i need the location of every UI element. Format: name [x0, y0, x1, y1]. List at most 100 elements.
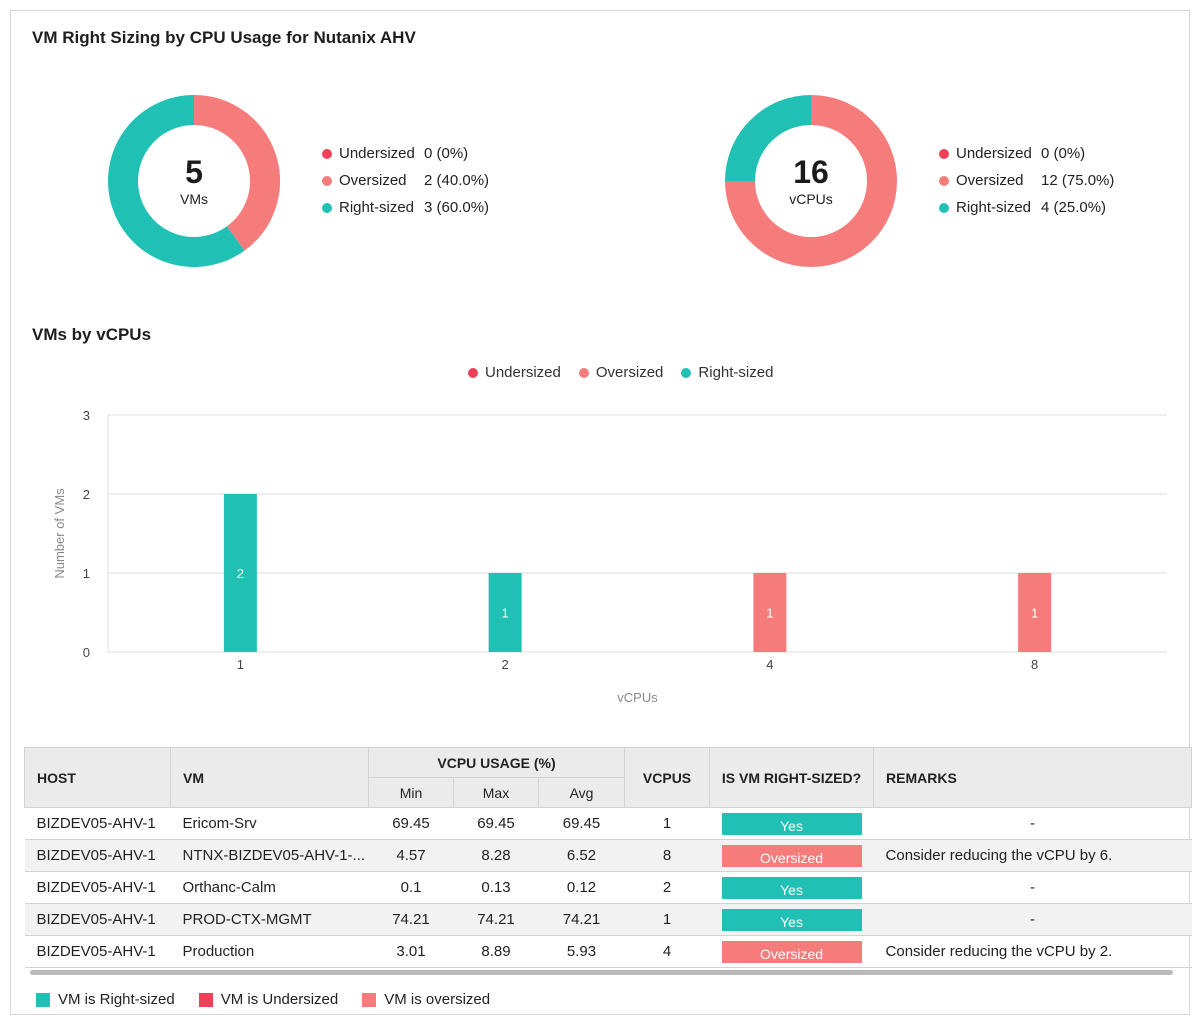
- donut-vcpus: 16 vCPUs: [725, 95, 897, 267]
- legend-value: 0 (0%): [1041, 145, 1086, 162]
- cell-vcpus: 8: [624, 839, 710, 872]
- legend-name: Right-sized: [956, 199, 1032, 216]
- donut-slice-right-sized[interactable]: [725, 95, 812, 182]
- legend-name: Oversized: [956, 172, 1024, 189]
- bar-right-sized-2[interactable]: [488, 573, 522, 652]
- cell-vm: Orthanc-Calm: [170, 871, 369, 904]
- status-badge: Yes: [721, 812, 862, 835]
- table-row: BIZDEV05-AHV-1 Orthanc-Calm 0.1 0.13 0.1…: [24, 871, 1192, 904]
- cell-status: Oversized: [709, 935, 874, 968]
- donut-vcpus-unit: vCPUs: [789, 191, 833, 207]
- undersized-swatch-icon: [198, 992, 213, 1007]
- legend-value: 0 (0%): [424, 145, 469, 162]
- cell-vcpus: 2: [624, 871, 710, 904]
- table-row: BIZDEV05-AHV-1 NTNX-BIZDEV05-AHV-1-... 4…: [24, 839, 1192, 872]
- right-sized-dot-icon: [939, 202, 949, 213]
- donut-slice-oversized[interactable]: [725, 95, 897, 267]
- report-frame: [10, 10, 1190, 1015]
- legend-undersized: Undersized 0 (0%): [939, 140, 1114, 167]
- legend-right-sized: Right-sized 3 (60.0%): [322, 194, 489, 221]
- bar-chart: 0 1 2 3 Number of VMs 1 2 2 1 4 1 8 1 vCPUs: [52, 408, 1167, 705]
- status-badge: Yes: [721, 876, 862, 899]
- cell-min: 4.57: [368, 839, 454, 872]
- legend-value: 12 (75.0%): [1041, 172, 1115, 189]
- table-row: BIZDEV05-AHV-1 Production 3.01 8.89 5.93…: [24, 935, 1192, 968]
- cell-vcpus: 1: [624, 807, 710, 840]
- cell-avg: 69.45: [538, 807, 625, 840]
- bar-oversized-8[interactable]: [1018, 573, 1052, 652]
- status-legend-oversized: VM is oversized: [362, 991, 490, 1008]
- y-tick-label: 1: [83, 566, 90, 581]
- bar-legend-label: Undersized: [485, 364, 561, 381]
- cell-avg: 6.52: [538, 839, 625, 872]
- vm-table: HOST VM VCPU USAGE (%) VCPUS IS VM RIGHT…: [24, 747, 1193, 968]
- page-title: VM Right Sizing by CPU Usage for Nutanix…: [32, 28, 416, 47]
- cell-avg: 5.93: [538, 935, 625, 968]
- undersized-dot-icon: [468, 367, 478, 378]
- header-remarks[interactable]: REMARKS: [873, 747, 1193, 808]
- cell-remarks: -: [873, 903, 1192, 936]
- donut-vcpus-number: 16: [793, 154, 829, 190]
- header-vcpus[interactable]: VCPUS: [624, 747, 711, 808]
- bar-chart-legend: Undersized Oversized Right-sized: [468, 364, 773, 381]
- cell-min: 74.21: [368, 903, 454, 936]
- cell-host: BIZDEV05-AHV-1: [24, 935, 171, 968]
- header-max[interactable]: Max: [453, 777, 539, 808]
- bar-legend-right-sized[interactable]: Right-sized: [681, 364, 773, 381]
- legend-name: Right-sized: [339, 199, 415, 216]
- header-host[interactable]: HOST: [24, 747, 171, 808]
- legend-value: 2 (40.0%): [424, 172, 490, 189]
- header-is-right-sized[interactable]: IS VM RIGHT-SIZED?: [709, 747, 875, 808]
- status-badge: Yes: [721, 908, 862, 931]
- cell-vm: NTNX-BIZDEV05-AHV-1-...: [170, 839, 369, 872]
- donut-vms-center: 5 VMs: [108, 95, 280, 267]
- legend-oversized: Oversized 12 (75.0%): [939, 167, 1114, 194]
- cell-min: 0.1: [368, 871, 454, 904]
- cell-status: Oversized: [709, 839, 874, 872]
- horizontal-scrollbar[interactable]: [30, 970, 1173, 975]
- header-vm[interactable]: VM: [170, 747, 369, 808]
- right-sized-swatch-icon: [36, 992, 50, 1007]
- bar-legend-undersized[interactable]: Undersized: [468, 364, 561, 381]
- bar-oversized-4[interactable]: [753, 573, 787, 652]
- oversized-dot-icon: [322, 175, 332, 186]
- donut-vms-svg: [108, 95, 280, 267]
- table-row: BIZDEV05-AHV-1 Ericom-Srv 69.45 69.45 69…: [24, 807, 1192, 840]
- cell-vm: PROD-CTX-MGMT: [170, 903, 369, 936]
- x-tick-label: 4: [766, 657, 773, 672]
- cell-host: BIZDEV05-AHV-1: [24, 807, 171, 840]
- donut-vcpus-center: 16 vCPUs: [725, 95, 897, 267]
- cell-remarks: Consider reducing the vCPU by 6.: [873, 839, 1192, 872]
- status-legend-label: VM is Undersized: [220, 991, 339, 1008]
- bar-legend-label: Oversized: [595, 364, 664, 381]
- cell-remarks: -: [873, 807, 1192, 840]
- bar-legend-label: Right-sized: [698, 364, 774, 381]
- donut-vms-legend: Undersized 0 (0%) Oversized 2 (40.0%) Righ…: [322, 140, 489, 221]
- oversized-swatch-icon: [362, 992, 377, 1007]
- cell-host: BIZDEV05-AHV-1: [24, 871, 171, 904]
- status-badge: Oversized: [721, 940, 862, 963]
- donut-vcpus-svg: [725, 95, 897, 267]
- status-legend-undersized: VM is Undersized: [198, 991, 339, 1008]
- oversized-dot-icon: [939, 175, 949, 186]
- header-avg[interactable]: Avg: [537, 777, 626, 808]
- cell-vm: Production: [170, 935, 369, 968]
- donut-slice-oversized[interactable]: [193, 95, 280, 251]
- cell-max: 0.13: [453, 871, 539, 904]
- header-min[interactable]: Min: [368, 777, 454, 808]
- bar-legend-oversized[interactable]: Oversized: [578, 364, 664, 381]
- cell-max: 69.45: [453, 807, 539, 840]
- bar-right-sized-1[interactable]: [223, 494, 257, 652]
- cell-vcpus: 4: [624, 935, 710, 968]
- y-tick-label: 0: [83, 645, 90, 660]
- cell-status: Yes: [709, 871, 874, 904]
- donut-vcpus-legend: Undersized 0 (0%) Oversized 12 (75.0%) Rig…: [939, 140, 1114, 221]
- bar-data-label: 1: [1031, 606, 1038, 621]
- right-sized-dot-icon: [322, 202, 332, 213]
- undersized-dot-icon: [322, 148, 332, 159]
- cell-host: BIZDEV05-AHV-1: [24, 839, 171, 872]
- y-tick-label: 2: [83, 487, 90, 502]
- donut-slice-right-sized[interactable]: [108, 95, 245, 267]
- cell-vm: Ericom-Srv: [170, 807, 369, 840]
- bar-data-label: 1: [502, 606, 509, 621]
